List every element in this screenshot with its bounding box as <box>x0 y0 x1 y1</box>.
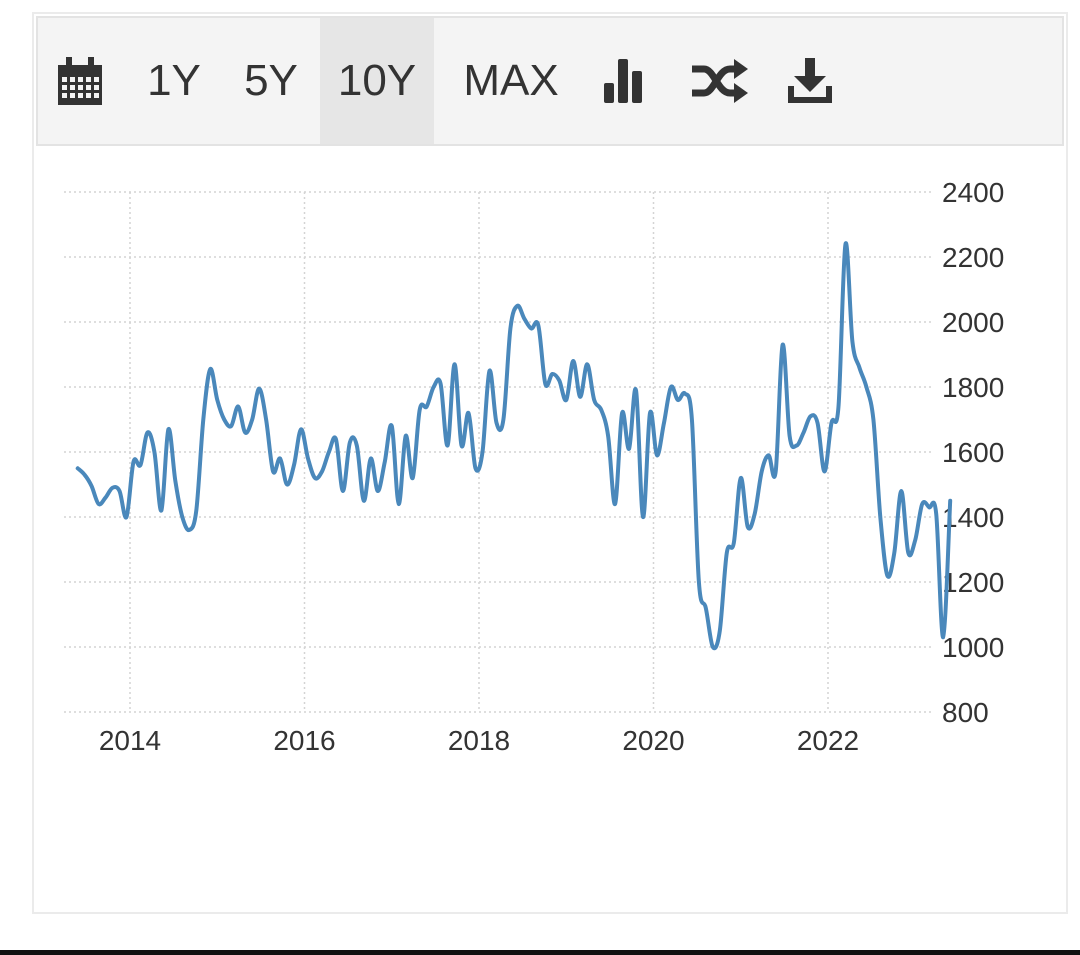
y-tick-label: 2200 <box>942 242 1004 273</box>
chart-toolbar: 1Y 5Y 10Y MAX <box>36 16 1064 146</box>
calendar-button[interactable] <box>40 18 120 144</box>
bar-chart-icon <box>604 59 642 103</box>
chart-widget: 1Y 5Y 10Y MAX <box>32 12 1068 914</box>
grid-layer <box>64 191 932 713</box>
chart-type-button[interactable] <box>590 18 662 144</box>
shuffle-icon <box>692 59 748 103</box>
x-tick-label: 2018 <box>448 725 510 756</box>
y-tick-label: 1200 <box>942 567 1004 598</box>
range-5y-button[interactable]: 5Y <box>244 56 298 105</box>
bottom-border <box>0 950 1080 955</box>
y-tick-label: 1800 <box>942 372 1004 403</box>
x-tick-label: 2016 <box>273 725 335 756</box>
y-tick-label: 2400 <box>942 177 1004 208</box>
range-10y-button[interactable]: 10Y <box>320 18 434 144</box>
compare-button[interactable] <box>682 18 758 144</box>
download-icon <box>788 58 832 103</box>
x-tick-label: 2020 <box>622 725 684 756</box>
range-max-button[interactable]: MAX <box>463 56 559 105</box>
range-1y-button[interactable]: 1Y <box>147 56 201 105</box>
y-tick-label: 1600 <box>942 437 1004 468</box>
x-tick-label: 2022 <box>797 725 859 756</box>
y-axis: 2400 2200 2000 1800 1600 1400 1200 1000 800 <box>942 177 1004 728</box>
x-tick-label: 2014 <box>99 725 161 756</box>
calendar-icon <box>58 57 102 105</box>
series-line <box>75 241 953 651</box>
y-tick-label: 2000 <box>942 307 1004 338</box>
x-axis: 2014 2016 2018 2020 2022 <box>99 725 859 756</box>
y-tick-label: 1000 <box>942 632 1004 663</box>
y-tick-label: 1400 <box>942 502 1004 533</box>
y-tick-label: 800 <box>942 697 989 728</box>
download-button[interactable] <box>774 18 846 144</box>
